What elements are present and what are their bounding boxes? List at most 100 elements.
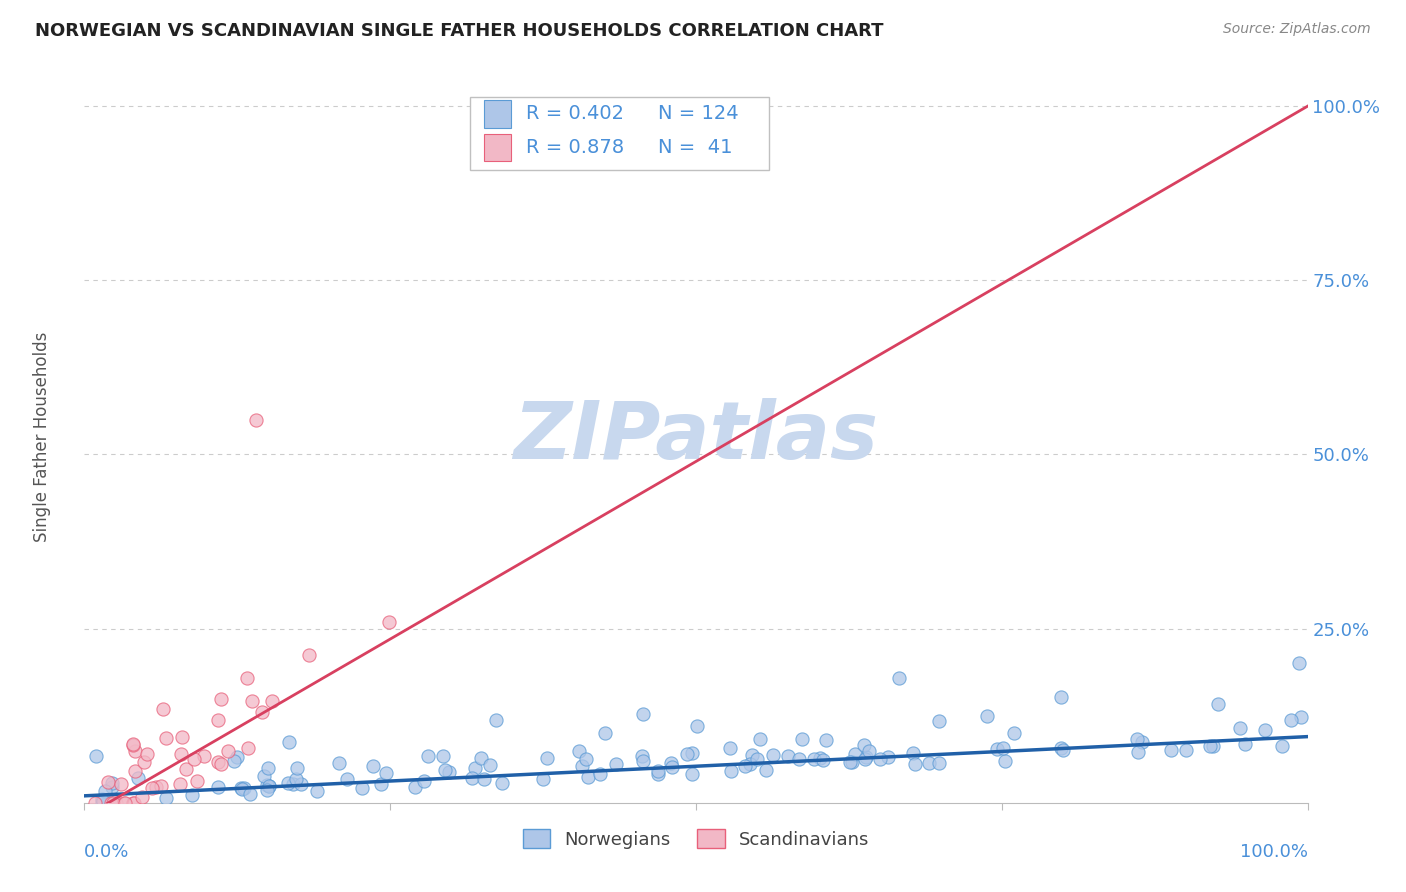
Point <box>169 777 191 791</box>
Point <box>745 752 768 766</box>
Point <box>437 764 460 779</box>
Point <box>568 744 591 758</box>
Point <box>536 751 558 765</box>
Point <box>278 735 301 749</box>
Point <box>588 767 610 781</box>
Point <box>222 754 245 768</box>
Point <box>149 779 172 793</box>
Point <box>994 754 1017 768</box>
Point <box>686 719 709 733</box>
Point <box>1052 743 1074 757</box>
Point <box>574 752 596 766</box>
Text: R = 0.878: R = 0.878 <box>526 138 624 157</box>
Point <box>217 744 239 758</box>
Point <box>853 739 876 753</box>
Text: 0.0%: 0.0% <box>84 843 129 861</box>
Point <box>1288 657 1310 671</box>
Point <box>433 764 456 778</box>
Point <box>841 755 863 769</box>
Point <box>124 744 146 758</box>
Point <box>352 781 374 796</box>
Point <box>145 780 167 794</box>
FancyBboxPatch shape <box>484 100 512 128</box>
Point <box>104 796 127 810</box>
Point <box>1126 732 1149 747</box>
Point <box>412 774 434 789</box>
Text: ZIPatlas: ZIPatlas <box>513 398 879 476</box>
Point <box>432 749 454 764</box>
Point <box>1050 741 1073 756</box>
Point <box>844 747 866 761</box>
Point <box>124 764 146 778</box>
Point <box>1130 734 1153 748</box>
Point <box>533 772 555 787</box>
Point <box>170 730 193 744</box>
Point <box>631 754 654 768</box>
Point <box>257 779 280 793</box>
Point <box>97 794 120 808</box>
Point <box>152 702 174 716</box>
Point <box>155 791 177 805</box>
Point <box>207 780 229 794</box>
Point <box>918 756 941 770</box>
Point <box>491 776 513 790</box>
Point <box>91 794 114 808</box>
Point <box>363 759 385 773</box>
Point <box>110 777 132 791</box>
Point <box>100 796 122 810</box>
Point <box>741 747 763 762</box>
Point <box>180 789 202 803</box>
Point <box>83 796 105 810</box>
Point <box>97 775 120 789</box>
Point <box>298 648 321 662</box>
Point <box>838 755 860 769</box>
Point <box>256 778 278 792</box>
Point <box>808 751 831 765</box>
Point <box>122 739 145 753</box>
Text: R = 0.402: R = 0.402 <box>526 104 624 123</box>
Point <box>681 746 703 760</box>
Point <box>240 694 263 708</box>
Point <box>253 769 276 783</box>
Point <box>887 671 910 685</box>
Point <box>1160 743 1182 757</box>
Point <box>91 795 114 809</box>
Point <box>277 776 299 790</box>
Point <box>681 767 703 781</box>
Point <box>122 796 145 810</box>
Point <box>792 731 814 746</box>
Point <box>235 672 257 686</box>
Point <box>136 747 159 761</box>
Point <box>631 749 654 764</box>
Point <box>260 694 283 708</box>
Point <box>576 771 599 785</box>
Point <box>633 707 655 722</box>
Legend: Norwegians, Scandinavians: Norwegians, Scandinavians <box>516 822 876 856</box>
Point <box>787 751 810 765</box>
FancyBboxPatch shape <box>484 134 512 161</box>
Point <box>416 749 439 764</box>
Point <box>858 744 880 758</box>
Point <box>901 746 924 760</box>
Point <box>470 751 492 765</box>
Point <box>605 756 627 771</box>
Point <box>285 761 308 775</box>
Point <box>193 748 215 763</box>
Point <box>404 780 426 794</box>
Point <box>183 752 205 766</box>
Point <box>814 732 837 747</box>
Point <box>755 763 778 777</box>
Point <box>1229 721 1251 735</box>
Point <box>734 759 756 773</box>
Point <box>236 741 259 756</box>
Point <box>877 749 900 764</box>
Point <box>659 756 682 770</box>
FancyBboxPatch shape <box>470 97 769 170</box>
Point <box>91 791 114 805</box>
Point <box>112 796 135 810</box>
Point <box>256 783 278 797</box>
Point <box>1234 737 1257 751</box>
Point <box>290 777 312 791</box>
Point <box>239 787 262 801</box>
Point <box>127 771 149 785</box>
